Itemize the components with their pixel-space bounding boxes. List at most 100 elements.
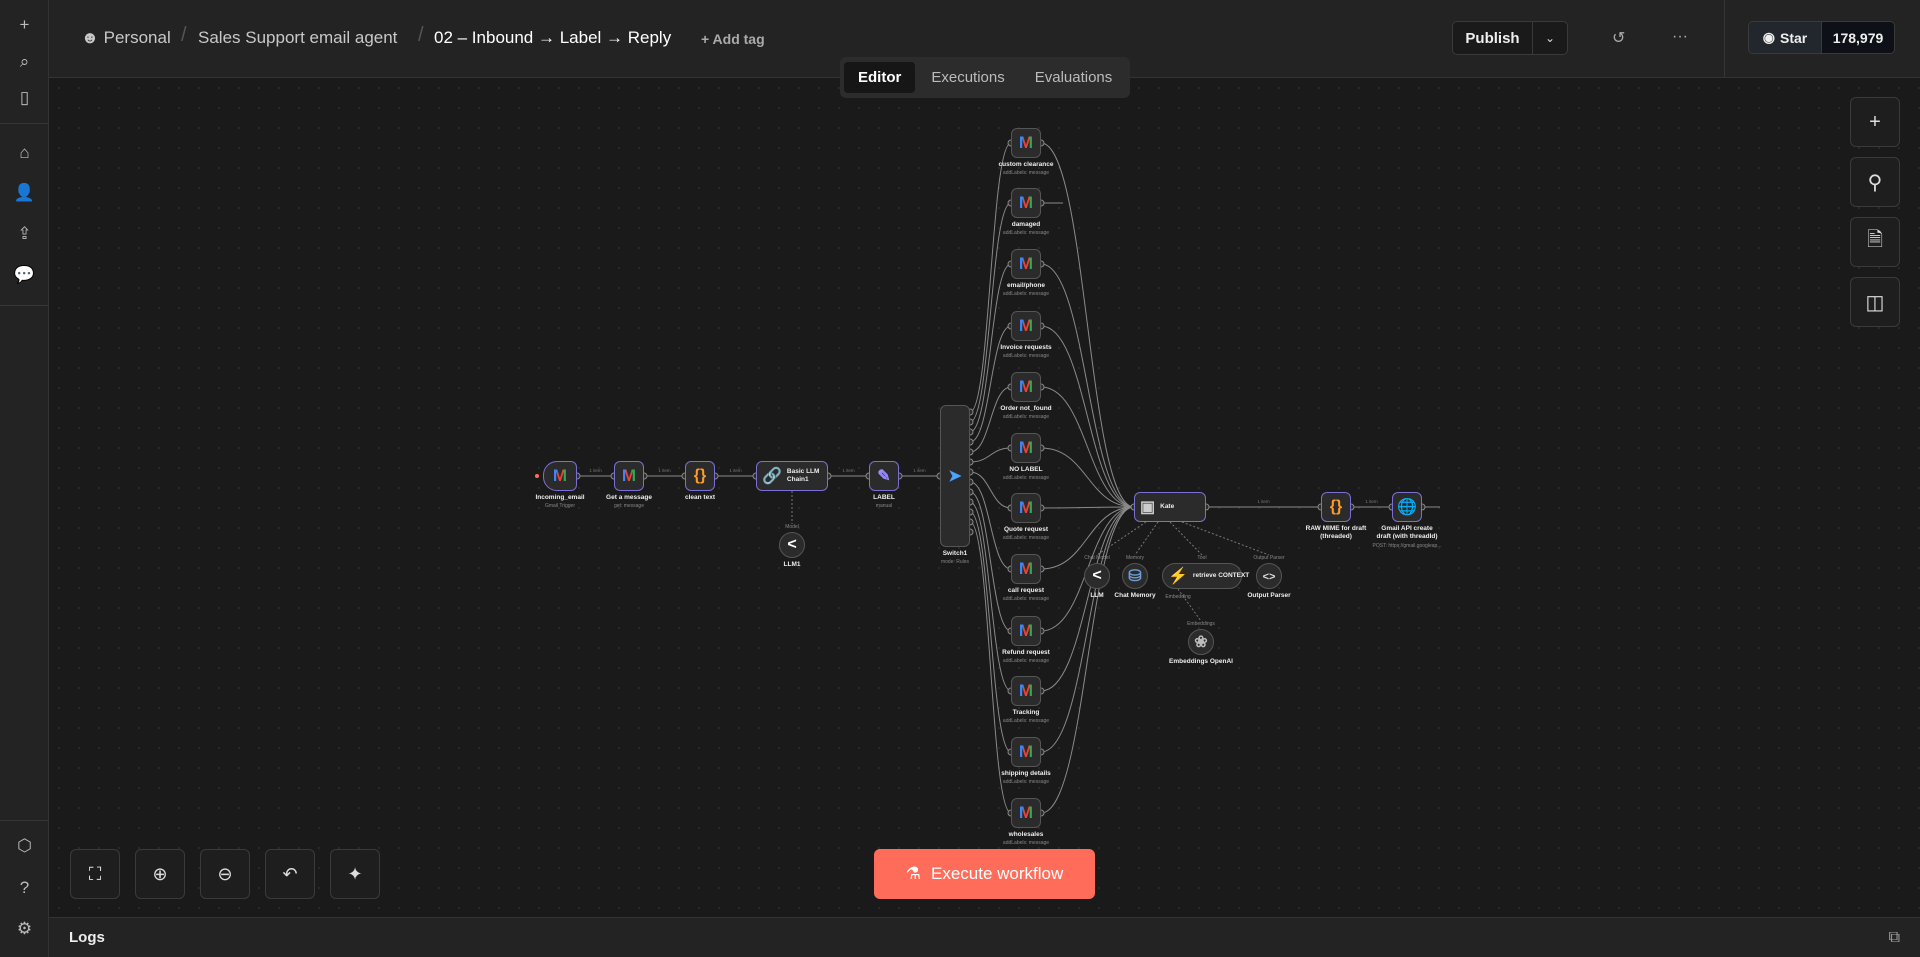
node-caption: LLM1: [784, 561, 801, 569]
expand-logs-icon[interactable]: ⧉: [1888, 928, 1900, 946]
undo-button[interactable]: ↶: [265, 849, 315, 899]
tab-evaluations[interactable]: Evaluations: [1034, 69, 1113, 86]
publish-button[interactable]: Publish: [1453, 22, 1533, 54]
node-label: Get a message: [606, 494, 652, 501]
node-caption: email/phone addLabels: message: [1003, 282, 1049, 297]
subnode-port-label: Output Parser: [1253, 555, 1285, 561]
node-subtitle: mode: Rules: [940, 559, 970, 566]
node-label: LLM1: [783, 561, 801, 568]
sticky-note-button[interactable]: 🗎: [1850, 217, 1900, 267]
node-label: Basic LLM Chain1: [786, 467, 820, 483]
zoom-in-button[interactable]: ⊕: [135, 849, 185, 899]
tidy-up-button[interactable]: ✦: [330, 849, 380, 899]
node-label[interactable]: ✎: [869, 461, 899, 491]
execute-workflow-label: Execute workflow: [930, 864, 1064, 883]
node-label: email/phone: [1007, 282, 1045, 289]
history-icon[interactable]: ↺: [1612, 30, 1626, 47]
pen-icon: ✎: [877, 468, 891, 485]
logs-title: Logs: [69, 929, 105, 946]
node-caption: LABEL manual: [873, 494, 895, 509]
node-caption: Gmail API create draft (with threadId) PO…: [1373, 525, 1442, 549]
publish-dropdown-chevron-icon[interactable]: ⌄: [1544, 31, 1556, 45]
help-icon[interactable]: ?: [19, 877, 30, 897]
node-label: Switch1: [942, 550, 968, 557]
node-raw-mime-for-draft-threaded-[interactable]: {}: [1321, 492, 1351, 522]
undo-icon: ↶: [282, 863, 298, 884]
breadcrumb-project[interactable]: Sales Support email agent: [198, 28, 398, 47]
node-llm[interactable]: <: [1084, 563, 1110, 589]
node-shipping-details[interactable]: M: [1011, 737, 1041, 767]
templates-icon[interactable]: ⬡: [17, 835, 32, 855]
node-kate[interactable]: ▣ Kate: [1134, 492, 1206, 522]
node-chat-memory[interactable]: ⛁: [1122, 563, 1148, 589]
node-basic-llm-chain1[interactable]: 🔗 Basic LLM Chain1: [756, 461, 828, 491]
node-invoice-requests[interactable]: M: [1011, 311, 1041, 341]
node-get-a-message[interactable]: M: [614, 461, 644, 491]
node-custom-clearance[interactable]: M: [1011, 128, 1041, 158]
chat-icon[interactable]: 💬: [13, 264, 36, 284]
node-retrieve-context[interactable]: ⚡ retrieve CONTEXT: [1162, 563, 1249, 589]
globe-icon: 🌐: [1397, 499, 1417, 516]
node-subtitle: addLabels: message: [1002, 596, 1050, 603]
node-quote-request[interactable]: M: [1011, 493, 1041, 523]
search-icon[interactable]: ⌕: [19, 51, 30, 71]
node-gmail-api-create-draft-with-threadid-[interactable]: 🌐: [1392, 492, 1422, 522]
gmail-icon: M: [1018, 681, 1034, 700]
node-order-not-found[interactable]: M: [1011, 372, 1041, 402]
breadcrumb-separator: /: [418, 24, 424, 46]
gmail-icon: M: [621, 466, 637, 485]
sidebar-divider: [0, 123, 49, 124]
search-nodes-button[interactable]: ⚲: [1850, 157, 1900, 207]
share-icon[interactable]: ⇪: [17, 223, 32, 243]
execute-workflow-button[interactable]: ⚗ Execute workflow: [874, 849, 1095, 899]
node-no-label[interactable]: M: [1011, 433, 1041, 463]
gmail-icon: M: [1018, 316, 1034, 335]
node-call-request[interactable]: M: [1011, 554, 1041, 584]
node-incoming-email[interactable]: M: [543, 461, 577, 491]
tab-editor[interactable]: Editor: [844, 62, 916, 93]
logs-panel-bar[interactable]: Logs ⧉: [49, 917, 1920, 957]
node-label: call request: [1007, 587, 1045, 594]
node-email-phone[interactable]: M: [1011, 249, 1041, 279]
node-wholesales[interactable]: M: [1011, 798, 1041, 828]
code-icon: {}: [1329, 498, 1343, 515]
zoom-out-button[interactable]: ⊖: [200, 849, 250, 899]
node-label: RAW MIME for draft (threaded): [1305, 525, 1367, 541]
star-count: 178,979: [1822, 22, 1894, 53]
fit-view-button[interactable]: ⛶: [70, 849, 120, 899]
gmail-icon: M: [1018, 559, 1034, 578]
breadcrumb-personal[interactable]: ☻ Personal: [81, 28, 171, 47]
panel-icon[interactable]: ▯: [19, 87, 30, 107]
node-damaged[interactable]: M: [1011, 188, 1041, 218]
workflow-title[interactable]: 02 – Inbound → Label → Reply: [434, 28, 672, 47]
gmail-icon: M: [1018, 133, 1034, 152]
add-tag-button[interactable]: + Add tag: [701, 31, 765, 47]
settings-icon[interactable]: ⚙: [16, 918, 33, 938]
link-icon: 🔗: [762, 468, 782, 485]
node-switch1[interactable]: ➤: [940, 405, 970, 547]
node-refund-request[interactable]: M: [1011, 616, 1041, 646]
add-node-button[interactable]: +: [1850, 97, 1900, 147]
node-caption: Embeddings OpenAI: [1169, 658, 1233, 666]
more-options-icon[interactable]: ···: [1672, 28, 1688, 45]
node-caption: Chat Memory: [1114, 592, 1155, 600]
node-caption: Incoming_email Gmail Trigger: [535, 494, 584, 509]
node-label: Gmail API create draft (with threadId): [1376, 525, 1438, 541]
toggle-panel-button[interactable]: ◫: [1850, 277, 1900, 327]
node-llm1[interactable]: <: [779, 532, 805, 558]
plus-icon[interactable]: +: [19, 14, 30, 34]
user-icon[interactable]: 👤: [13, 182, 36, 202]
robot-icon: ▣: [1140, 499, 1156, 516]
tab-executions[interactable]: Executions: [931, 69, 1005, 86]
node-tracking[interactable]: M: [1011, 676, 1041, 706]
node-output-parser[interactable]: <>: [1256, 563, 1282, 589]
workflow-canvas[interactable]: [49, 78, 1920, 917]
node-embeddings-openai[interactable]: ❀: [1188, 629, 1214, 655]
node-clean-text[interactable]: {}: [685, 461, 715, 491]
gmail-icon: M: [1018, 498, 1034, 517]
github-star-button[interactable]: ◉ Star 178,979: [1748, 21, 1895, 54]
node-label: Output Parser: [1247, 592, 1291, 599]
subnode-port-label: Tool: [1197, 555, 1207, 561]
home-icon[interactable]: ⌂: [19, 142, 30, 162]
gmail-icon: M: [1018, 377, 1034, 396]
